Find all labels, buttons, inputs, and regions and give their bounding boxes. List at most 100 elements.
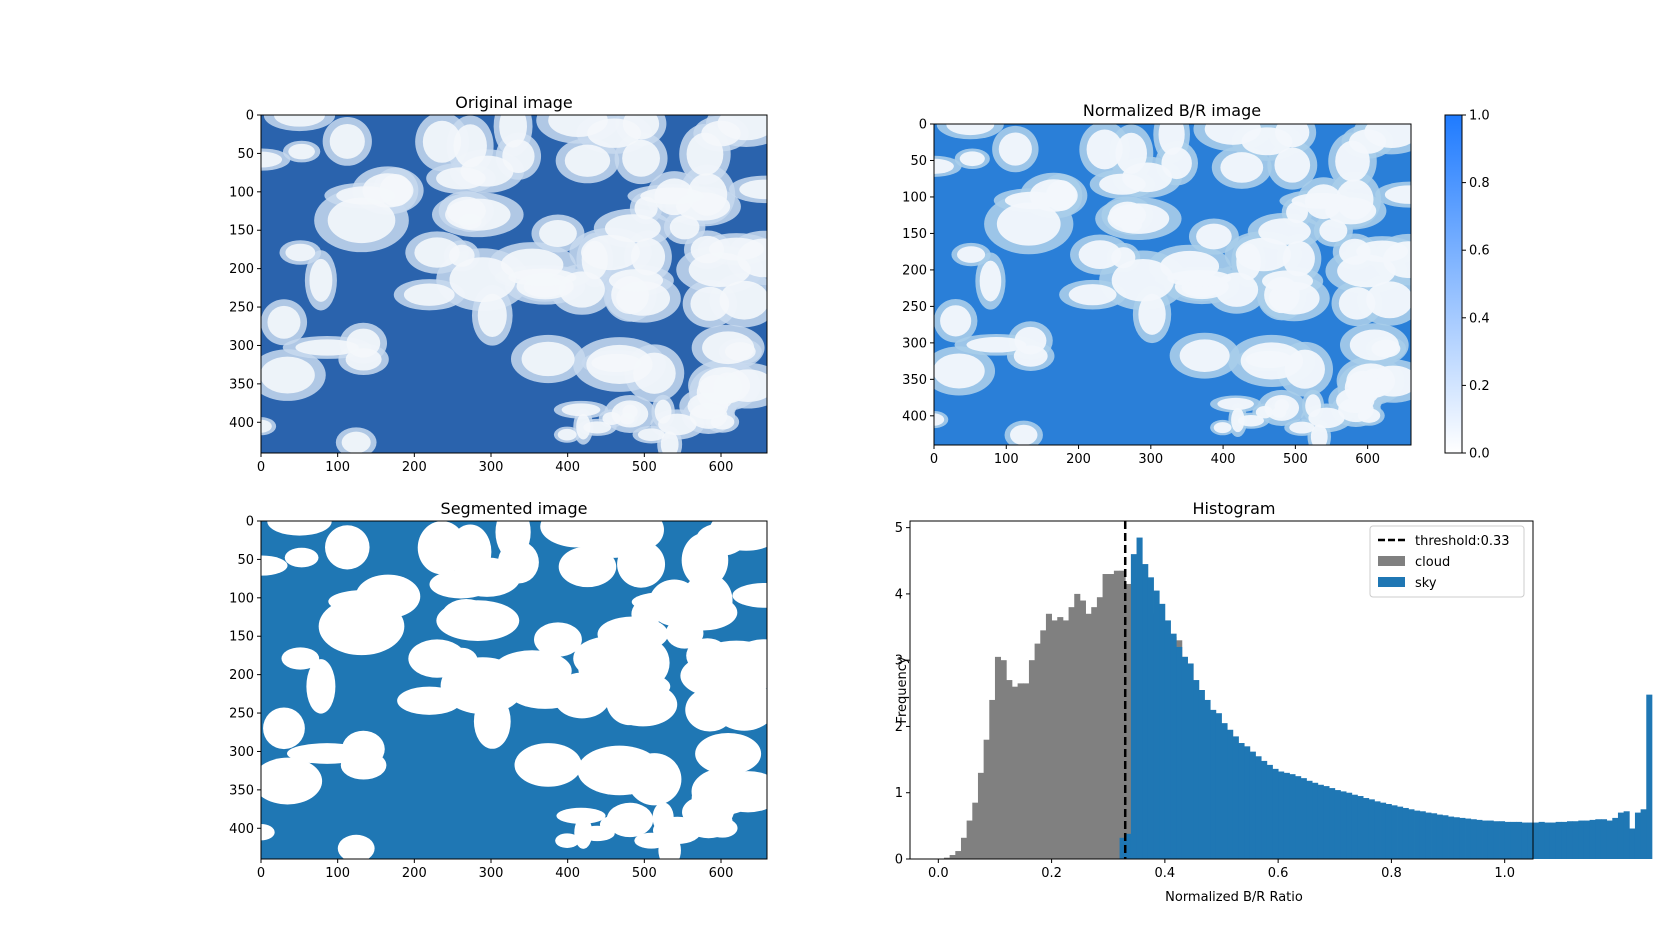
segmented-cloud-blob (455, 617, 485, 638)
segmented-cloud-blob (325, 525, 370, 570)
hist-bar-sky (1572, 821, 1579, 859)
segmented-cloud-blob (263, 707, 305, 750)
normalized-cloud-blob (1196, 223, 1232, 250)
hist-bar-sky (1385, 803, 1392, 859)
hist-bar-sky (1448, 816, 1455, 859)
segmented-cloud-blob (261, 555, 288, 576)
segmented-cloud-blob (355, 574, 421, 619)
normalized-cloud-blob (1255, 406, 1274, 419)
ax1-xtick-label: 400 (1211, 452, 1236, 467)
segmented-cloud-blob (533, 622, 582, 657)
hist-bar-sky (1170, 633, 1177, 859)
normalized-image-raster (934, 124, 1411, 445)
hist-ytick-label: 0 (895, 853, 903, 868)
segmented-cloud-blob (497, 541, 539, 584)
segmented-cloud-blob (555, 833, 580, 848)
hist-bar-cloud (1006, 680, 1013, 859)
normalized-cloud-blob (1161, 147, 1192, 180)
original-cloud-blob (622, 139, 660, 177)
hist-bar-sky (1493, 821, 1500, 859)
colorbar-tick-label: 0.4 (1469, 311, 1490, 326)
segmented-cloud-blob (306, 659, 336, 714)
legend-cloud-swatch (1378, 556, 1405, 566)
panel-segmented-image: Segmented image 0 100 200 300 400 500 600 0 50 10… (229, 499, 768, 881)
hist-bar-cloud (1040, 630, 1047, 859)
ax0-xtick-label: 600 (709, 460, 734, 475)
segmented-cloud-blob (341, 730, 385, 768)
original-cloud-blob (327, 197, 396, 244)
original-cloud-blob (295, 339, 359, 356)
original-cloud-blob (422, 120, 462, 163)
segmented-image-title: Segmented image (441, 499, 588, 518)
normalized-cloud-blob (979, 260, 1002, 302)
legend-sky-label: sky (1415, 576, 1437, 591)
segmented-image-frame (260, 520, 768, 860)
normalized-cloud-blob (1264, 395, 1300, 421)
hist-bar-sky (1193, 680, 1200, 859)
segmented-cloud-blob (732, 582, 767, 608)
hist-bar-sky (1300, 778, 1307, 859)
hist-bar-sky (1136, 537, 1143, 859)
ax2-xtick-label: 200 (402, 866, 427, 881)
hist-bar-cloud (1028, 660, 1035, 859)
normalized-cloud-blob (934, 413, 945, 426)
original-cloud-blob (539, 219, 577, 248)
normalized-cloud-blob (1115, 132, 1147, 174)
hist-bar-sky (1198, 690, 1205, 859)
original-cloud-blob (717, 115, 767, 141)
hist-bar-sky (1380, 802, 1387, 859)
hist-bar-cloud (977, 772, 985, 859)
ax0-xtick-label: 0 (257, 460, 265, 475)
ax2-ytick-label: 150 (229, 630, 254, 645)
hist-bar-sky (1142, 564, 1149, 859)
ax1-xtick-label: 500 (1283, 452, 1308, 467)
ax2-xtick-label: 500 (632, 866, 657, 881)
hist-bar-cloud (1045, 613, 1052, 859)
normalized-cloud-blob (1120, 217, 1143, 233)
hist-bar-sky (1295, 776, 1302, 859)
normalized-cloud-blob (1220, 152, 1264, 183)
ax2-xtick-label: 100 (325, 866, 350, 881)
hist-bar-sky (1312, 782, 1319, 859)
ax1-xtick-label: 600 (1355, 452, 1380, 467)
hist-bar-cloud (1068, 607, 1075, 859)
hist-bar-cloud (1096, 597, 1103, 859)
segmented-cloud-blob (540, 521, 616, 548)
ax1-xtick-label: 100 (994, 452, 1019, 467)
hist-bar-sky (1363, 798, 1370, 859)
ax2-ytick-label: 100 (229, 591, 254, 606)
colorbar-tick-label: 0.2 (1469, 379, 1490, 394)
hist-bar-sky (1504, 821, 1511, 859)
normalized-cloud-blob (996, 202, 1061, 246)
original-cloud-blob (564, 144, 611, 177)
hist-bar-sky (1210, 709, 1217, 859)
segmented-cloud-blob (599, 816, 624, 833)
original-cloud-blob (403, 283, 455, 306)
hist-bar-sky (1612, 817, 1619, 859)
segmented-cloud-blob (337, 834, 375, 859)
hist-xtick-label: 0.0 (928, 866, 949, 881)
normalized-image-title: Normalized B/R image (1083, 101, 1261, 120)
hist-bar-sky (1147, 577, 1154, 859)
hist-bar-cloud (1079, 600, 1086, 859)
segmented-cloud-blob (617, 521, 664, 550)
hist-bar-cloud (989, 699, 996, 859)
ax1-ytick-label: 0 (919, 118, 927, 133)
ax0-ytick-label: 350 (229, 377, 254, 392)
normalized-cloud-blob (946, 124, 995, 136)
original-cloud-blob (557, 428, 577, 441)
normalized-cloud-blob (1217, 397, 1254, 411)
colorbar-tick-label: 0.8 (1469, 176, 1490, 191)
hist-bar-sky (1391, 805, 1398, 859)
original-cloud-blob (309, 258, 333, 302)
normalized-cloud-blob (1245, 350, 1293, 369)
hist-bar-sky (1334, 790, 1341, 859)
segmented-cloud-blob (730, 639, 767, 689)
original-cloud-blob (591, 353, 642, 373)
segmented-cloud-blob (492, 650, 572, 692)
ax1-xtick-label: 300 (1138, 452, 1163, 467)
ax1-xtick-label: 200 (1066, 452, 1091, 467)
hist-bar-sky (1487, 820, 1494, 859)
hist-bar-sky (1368, 799, 1375, 859)
ax0-ytick-label: 300 (229, 339, 254, 354)
